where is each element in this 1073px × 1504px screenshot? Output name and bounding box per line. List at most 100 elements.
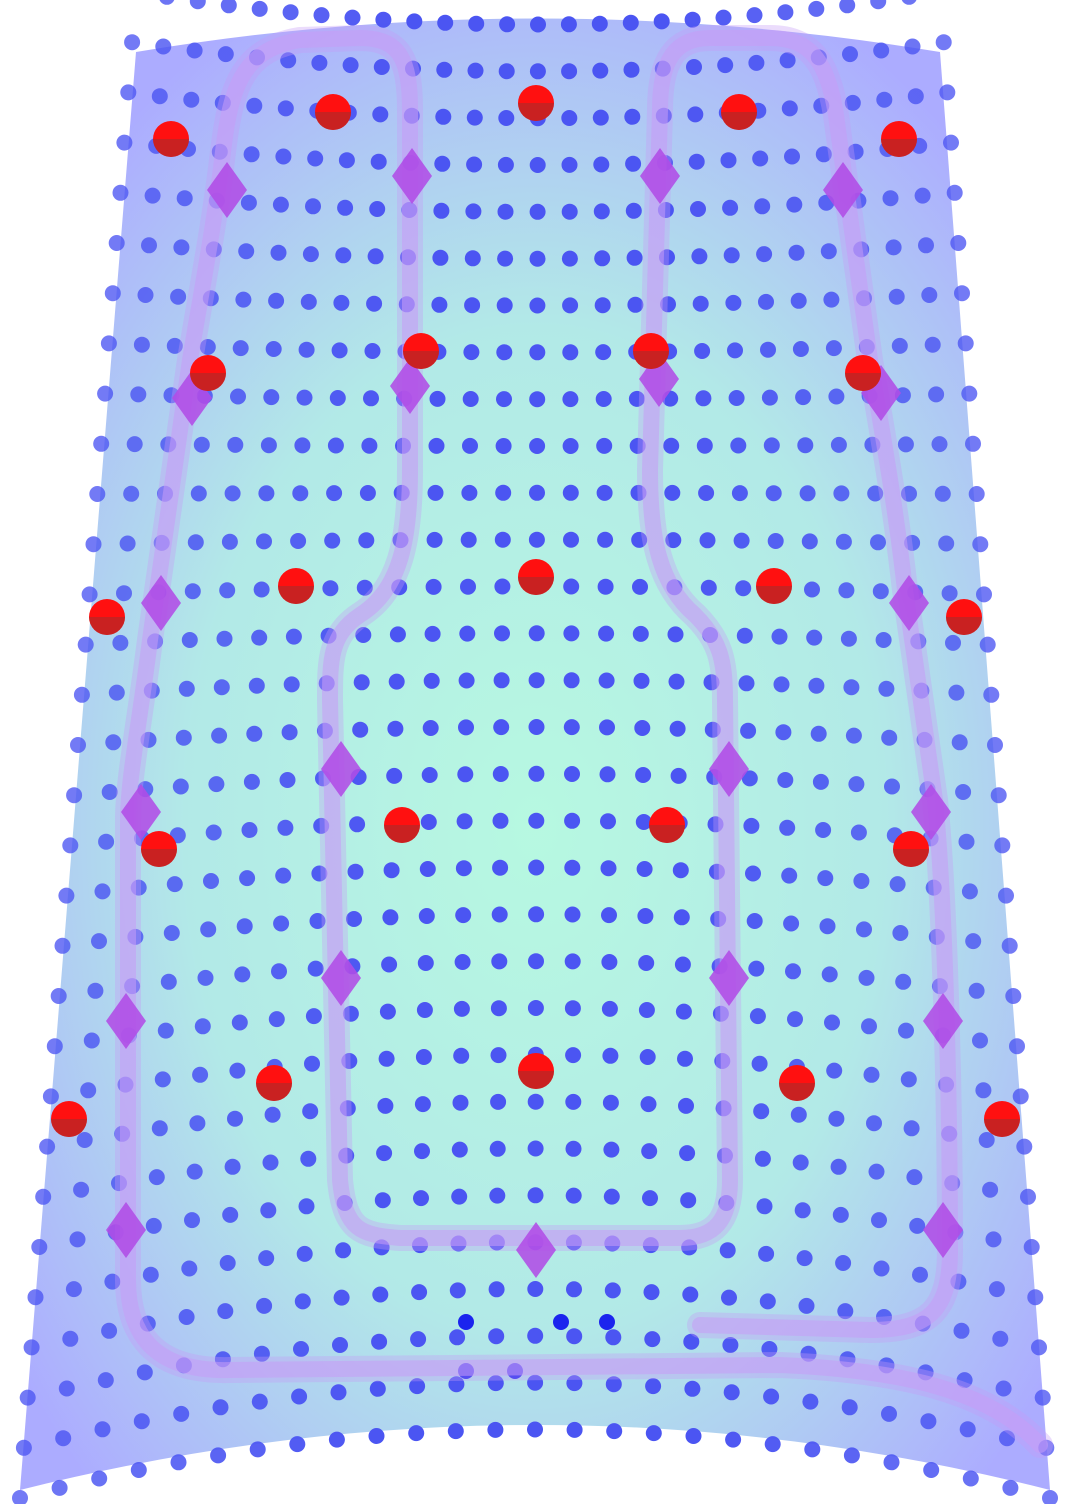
grid-point bbox=[281, 724, 298, 741]
grid-point bbox=[891, 337, 908, 354]
grid-point bbox=[740, 722, 757, 739]
grid-point bbox=[745, 865, 761, 882]
grid-point bbox=[600, 860, 617, 877]
grid-point bbox=[83, 1032, 100, 1049]
grid-point bbox=[731, 485, 748, 502]
path-marker bbox=[923, 1202, 963, 1258]
grid-point bbox=[137, 287, 154, 303]
control-point bbox=[946, 599, 982, 635]
grid-point bbox=[694, 343, 711, 359]
grid-point bbox=[251, 0, 268, 17]
grid-point bbox=[983, 686, 1000, 703]
grid-point bbox=[197, 969, 214, 986]
grid-point bbox=[178, 1309, 195, 1325]
grid-point bbox=[192, 1066, 209, 1083]
grid-point bbox=[425, 578, 442, 595]
grid-point bbox=[760, 341, 776, 358]
grid-point bbox=[224, 1158, 241, 1175]
grid-point bbox=[378, 1050, 395, 1067]
grid-point bbox=[251, 1393, 268, 1410]
grid-point bbox=[496, 344, 513, 361]
grid-point bbox=[411, 1284, 428, 1301]
grid-point bbox=[97, 1372, 114, 1389]
grid-point bbox=[830, 1158, 847, 1175]
grid-point bbox=[696, 437, 713, 454]
grid-point bbox=[595, 344, 612, 361]
grid-point bbox=[784, 148, 800, 165]
grid-point bbox=[272, 196, 289, 213]
grid-point bbox=[376, 1145, 393, 1162]
grid-point bbox=[194, 1018, 211, 1035]
control-point bbox=[649, 807, 685, 843]
grid-point bbox=[186, 42, 203, 59]
grid-point bbox=[828, 1110, 845, 1127]
grid-point bbox=[810, 725, 827, 742]
control-point bbox=[518, 85, 554, 121]
grid-point bbox=[914, 187, 931, 204]
grid-point bbox=[883, 1454, 900, 1471]
control-point bbox=[315, 94, 351, 130]
grid-point bbox=[31, 1239, 48, 1255]
grid-point bbox=[871, 1212, 887, 1229]
grid-point bbox=[1031, 1339, 1047, 1356]
grid-point bbox=[112, 634, 129, 651]
grid-point bbox=[464, 250, 481, 267]
control-point bbox=[779, 1065, 815, 1101]
grid-point bbox=[830, 436, 847, 453]
grid-point bbox=[600, 813, 616, 830]
grid-point bbox=[415, 1049, 432, 1065]
grid-point bbox=[961, 385, 978, 402]
grid-point bbox=[151, 88, 168, 105]
grid-point bbox=[961, 883, 978, 900]
grid-point bbox=[703, 674, 720, 691]
grid-point bbox=[741, 770, 758, 787]
grid-point bbox=[563, 719, 580, 736]
grid-point bbox=[672, 862, 689, 879]
control-point bbox=[845, 355, 881, 391]
trajectory-path bbox=[120, 30, 1048, 1453]
control-point bbox=[89, 599, 125, 635]
grid-point bbox=[189, 0, 206, 10]
grid-point bbox=[181, 1260, 198, 1277]
grid-point bbox=[460, 531, 477, 548]
grid-point bbox=[633, 672, 650, 689]
grid-point bbox=[813, 97, 830, 114]
grid-point bbox=[779, 819, 796, 836]
grid-point bbox=[452, 1094, 469, 1111]
grid-point bbox=[455, 860, 472, 877]
grid-point bbox=[754, 198, 771, 215]
grid-point bbox=[219, 1255, 236, 1271]
path-marker bbox=[321, 950, 361, 1006]
grid-point bbox=[665, 532, 682, 549]
grid-point bbox=[735, 580, 752, 597]
grid-point bbox=[66, 787, 83, 804]
grid-point bbox=[785, 963, 801, 980]
grid-point bbox=[160, 973, 177, 990]
grid-point bbox=[566, 1281, 582, 1298]
grid-point bbox=[645, 1378, 662, 1395]
grid-point bbox=[359, 485, 376, 501]
grid-point bbox=[904, 38, 921, 55]
grid-point bbox=[815, 822, 832, 838]
grid-point bbox=[232, 340, 249, 357]
grid-point bbox=[268, 292, 285, 309]
grid-point bbox=[728, 390, 745, 406]
curved-surface bbox=[20, 18, 1050, 1490]
grid-point bbox=[490, 1093, 507, 1110]
grid-point bbox=[133, 1413, 150, 1430]
grid-point bbox=[870, 0, 887, 10]
grid-point bbox=[104, 1273, 121, 1290]
grid-point bbox=[562, 484, 579, 501]
grid-point bbox=[748, 54, 765, 71]
grid-point bbox=[566, 1375, 583, 1392]
grid-point bbox=[488, 1328, 505, 1345]
grid-point bbox=[293, 1341, 309, 1357]
grid-point bbox=[599, 766, 616, 783]
grid-point bbox=[527, 1140, 544, 1157]
grid-point bbox=[528, 531, 545, 548]
grid-point bbox=[145, 1217, 162, 1234]
grid-point bbox=[528, 906, 545, 923]
grid-point bbox=[305, 1008, 322, 1025]
grid-point bbox=[112, 184, 129, 201]
grid-point bbox=[386, 767, 403, 784]
